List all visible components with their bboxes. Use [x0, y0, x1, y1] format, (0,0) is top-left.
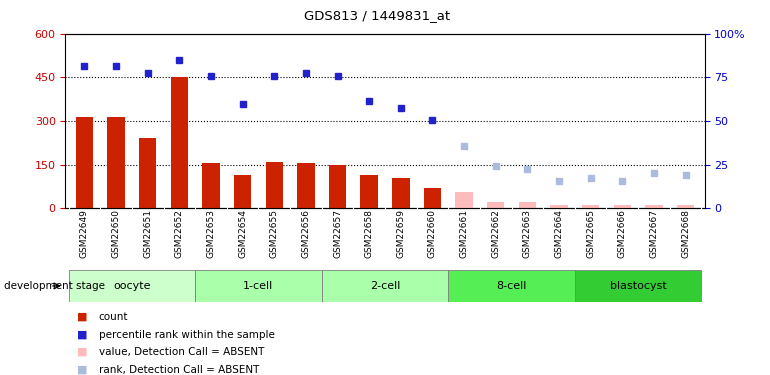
Bar: [677, 205, 695, 208]
Bar: [139, 138, 156, 208]
Text: 2-cell: 2-cell: [370, 281, 400, 291]
Bar: [455, 192, 473, 208]
Text: GSM22649: GSM22649: [80, 209, 89, 258]
Text: GSM22652: GSM22652: [175, 209, 184, 258]
Bar: [519, 202, 536, 208]
Text: GSM22661: GSM22661: [460, 209, 469, 258]
Text: value, Detection Call = ABSENT: value, Detection Call = ABSENT: [99, 347, 264, 357]
Bar: [171, 77, 188, 208]
Bar: [329, 165, 347, 208]
Text: 1-cell: 1-cell: [243, 281, 273, 291]
Text: GSM22656: GSM22656: [301, 209, 310, 258]
Text: percentile rank within the sample: percentile rank within the sample: [99, 330, 274, 339]
Text: blastocyst: blastocyst: [610, 281, 667, 291]
Text: GSM22654: GSM22654: [238, 209, 247, 258]
Text: GSM22664: GSM22664: [554, 209, 564, 258]
Bar: [322, 270, 448, 302]
Text: GSM22653: GSM22653: [206, 209, 216, 258]
Text: ■: ■: [77, 312, 88, 322]
Text: GSM22665: GSM22665: [586, 209, 595, 258]
Bar: [297, 163, 315, 208]
Text: GSM22662: GSM22662: [491, 209, 500, 258]
Bar: [645, 205, 663, 208]
Text: rank, Detection Call = ABSENT: rank, Detection Call = ABSENT: [99, 365, 259, 375]
Text: GSM22658: GSM22658: [365, 209, 373, 258]
Bar: [487, 202, 504, 208]
Bar: [107, 117, 125, 208]
Text: GSM22667: GSM22667: [649, 209, 658, 258]
Text: GSM22668: GSM22668: [681, 209, 690, 258]
Bar: [69, 270, 195, 302]
Text: development stage: development stage: [4, 281, 105, 291]
Text: GSM22657: GSM22657: [333, 209, 342, 258]
Bar: [203, 163, 219, 208]
Bar: [266, 162, 283, 208]
Bar: [75, 117, 93, 208]
Text: oocyte: oocyte: [113, 281, 151, 291]
Text: 8-cell: 8-cell: [497, 281, 527, 291]
Bar: [614, 205, 631, 208]
Text: GSM22666: GSM22666: [618, 209, 627, 258]
Text: GSM22655: GSM22655: [270, 209, 279, 258]
Bar: [575, 270, 701, 302]
Bar: [195, 270, 322, 302]
Bar: [392, 178, 410, 208]
Bar: [448, 270, 575, 302]
Text: ■: ■: [77, 365, 88, 375]
Text: GSM22651: GSM22651: [143, 209, 152, 258]
Text: GSM22663: GSM22663: [523, 209, 532, 258]
Bar: [234, 175, 251, 208]
Text: GSM22650: GSM22650: [112, 209, 121, 258]
Text: GSM22659: GSM22659: [397, 209, 405, 258]
Text: GDS813 / 1449831_at: GDS813 / 1449831_at: [304, 9, 450, 22]
Text: ■: ■: [77, 347, 88, 357]
Text: GSM22660: GSM22660: [428, 209, 437, 258]
Text: count: count: [99, 312, 128, 322]
Bar: [424, 188, 441, 208]
Bar: [582, 205, 599, 208]
Bar: [551, 205, 567, 208]
Text: ■: ■: [77, 330, 88, 339]
Bar: [360, 175, 378, 208]
